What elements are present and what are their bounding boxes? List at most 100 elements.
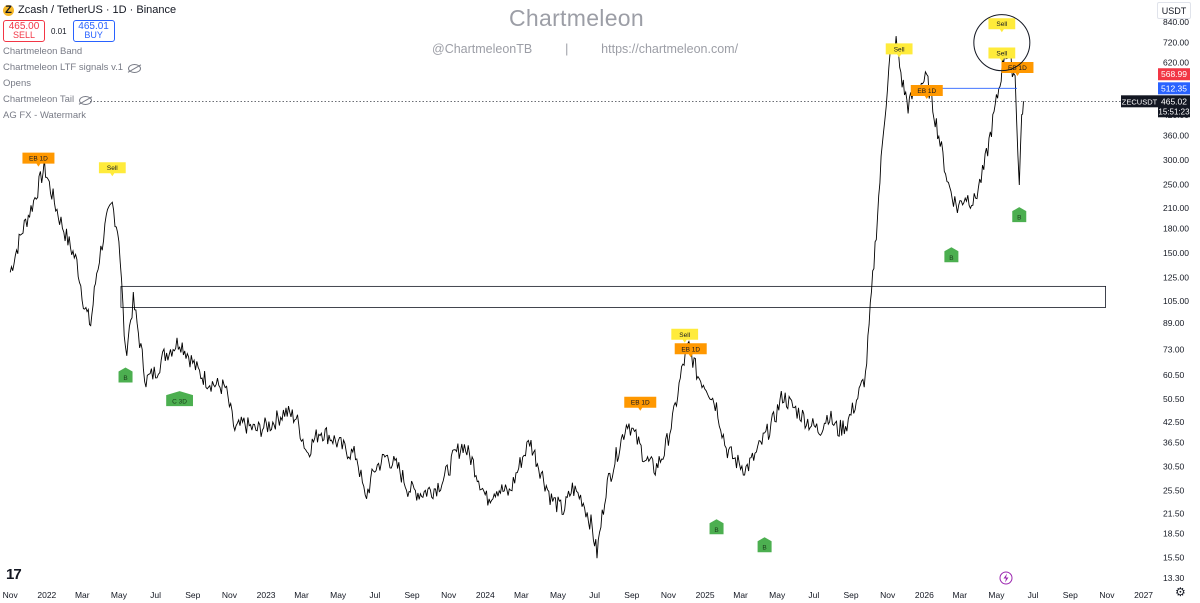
x-tick-label: 2024 [476, 590, 495, 600]
x-tick-label: May [988, 590, 1005, 600]
eye-off-icon[interactable] [128, 63, 142, 73]
trade-buttons: 465.00 SELL 0.01 465.01 BUY [3, 20, 176, 42]
y-tick-label: 150.00 [1163, 248, 1189, 258]
time-axis[interactable]: Nov 2022 Mar May Jul Sep Nov 2023 Mar May Jul Sep No… [3, 590, 1154, 600]
x-tick-label: 2022 [37, 590, 56, 600]
signal-yellow[interactable]: Sell [671, 328, 699, 343]
signal-label: Sell [679, 332, 690, 339]
lightning-icon[interactable] [999, 571, 1013, 585]
symbol-tag-label: ZECUSDT [1122, 97, 1158, 106]
y-tick-label: 620.00 [1163, 58, 1189, 68]
signal-label: Sell [996, 51, 1007, 58]
y-tick-label: 18.50 [1163, 529, 1185, 539]
settings-gear-icon[interactable]: ⚙ [1175, 585, 1186, 599]
spread-value: 0.01 [51, 26, 67, 36]
symbol-title-row[interactable]: Z Zcash / TetherUS · 1D · Binance [3, 3, 176, 17]
x-tick-label: Sep [404, 590, 419, 600]
x-tick-label: Jul [589, 590, 600, 600]
y-tick-label: 42.50 [1163, 417, 1185, 427]
signal-label: EB 1D [29, 156, 48, 163]
x-tick-label: Nov [3, 590, 19, 600]
y-tick-label: 125.00 [1163, 273, 1189, 283]
indicator-watermark[interactable]: AG FX - Watermark [3, 110, 87, 121]
signal-green[interactable]: B [944, 247, 959, 263]
x-tick-label: Mar [733, 590, 748, 600]
y-tick-label: 73.00 [1163, 345, 1185, 355]
x-tick-label: Sep [185, 590, 200, 600]
y-tick-label: 360.00 [1163, 131, 1189, 141]
watermark-title: Chartmeleon [509, 5, 644, 31]
price-tag [1158, 68, 1190, 81]
y-tick-label: 180.00 [1163, 224, 1189, 234]
y-tick-label: 21.50 [1163, 509, 1185, 519]
signal-label: B [123, 375, 127, 382]
y-tick-label: 13.30 [1163, 573, 1185, 583]
x-tick-label: Jul [150, 590, 161, 600]
currency-selector[interactable]: USDT [1157, 2, 1191, 19]
x-tick-label: May [550, 590, 567, 600]
candles-layer [9, 36, 1024, 559]
sell-price: 465.00 [8, 21, 40, 32]
zone-layer [120, 285, 1106, 308]
x-tick-label: Mar [952, 590, 967, 600]
x-tick-label: Mar [294, 590, 309, 600]
eye-off-icon[interactable] [79, 95, 93, 105]
indicator-ltf-signals[interactable]: Chartmeleon LTF signals v.1 [3, 60, 176, 76]
x-tick-label: Nov [441, 590, 457, 600]
y-tick-label: 89.00 [1163, 318, 1185, 328]
signal-label: EB 1D [1008, 65, 1027, 72]
signal-orange[interactable]: EB 1D [674, 343, 707, 358]
x-tick-label: Nov [880, 590, 896, 600]
chart-legend: Z Zcash / TetherUS · 1D · Binance 465.00… [3, 3, 176, 124]
signal-label: B [1017, 215, 1021, 222]
indicator-opens[interactable]: Opens [3, 78, 31, 89]
symbol-title[interactable]: Zcash / TetherUS · 1D · Binance [18, 4, 177, 16]
y-tick-label: 15.50 [1163, 552, 1185, 562]
signal-green[interactable]: B [757, 537, 772, 553]
buy-button[interactable]: 465.01 BUY [72, 20, 115, 42]
signal-green[interactable]: B [709, 519, 724, 535]
sell-button[interactable]: 465.00 SELL [3, 20, 45, 42]
watermark-separator: | [565, 42, 569, 56]
x-tick-label: Mar [75, 590, 90, 600]
level-lines [90, 87, 1152, 102]
price-tag-label: 568.99 [1161, 69, 1187, 79]
x-tick-label: 2025 [696, 590, 715, 600]
y-tick-label: 105.00 [1163, 296, 1189, 306]
signal-yellow[interactable]: Sell [988, 47, 1016, 62]
y-tick-label: 25.50 [1163, 486, 1185, 496]
buy-label: BUY [84, 30, 103, 40]
signal-orange[interactable]: EB 1D [22, 152, 55, 167]
highlight-circle [973, 14, 1031, 72]
indicator-chartmeleon-tail[interactable]: Chartmeleon Tail [3, 92, 176, 108]
signal-green[interactable]: B [118, 367, 133, 383]
signal-orange[interactable]: EB 1D [910, 85, 943, 100]
x-tick-label: Nov [661, 590, 677, 600]
signal-label: B [762, 545, 766, 552]
signal-yellow[interactable]: Sell [988, 18, 1016, 33]
sell-label: SELL [12, 30, 36, 40]
signal-label: Sell [894, 46, 905, 53]
price-series[interactable] [9, 36, 1024, 559]
x-tick-label: Jul [808, 590, 819, 600]
resistance-zone[interactable] [120, 285, 1106, 308]
tradingview-logo-icon[interactable]: 17 [6, 566, 22, 583]
signal-label: B [949, 255, 953, 262]
y-tick-label: 36.50 [1163, 438, 1185, 448]
x-tick-label: Jul [1028, 590, 1039, 600]
indicator-chartmeleon-band[interactable]: Chartmeleon Band [3, 46, 83, 57]
signal-orange[interactable]: EB 1D [1001, 62, 1034, 77]
watermark-subtitle: @ChartmeleonTB | https://chartmeleon.com… [432, 42, 738, 56]
signal-green[interactable]: C 3D [166, 391, 193, 407]
signal-green[interactable]: B [1012, 207, 1027, 223]
y-tick-label: 30.50 [1163, 462, 1185, 472]
countdown-label: 15:51:23 [1158, 107, 1190, 116]
signal-orange[interactable]: EB 1D [624, 396, 657, 411]
signal-label: EB 1D [631, 400, 650, 407]
signal-yellow[interactable]: Sell [885, 43, 913, 58]
signal-yellow[interactable]: Sell [98, 162, 126, 177]
signal-label: EB 1D [917, 88, 936, 95]
x-tick-label: Nov [222, 590, 238, 600]
